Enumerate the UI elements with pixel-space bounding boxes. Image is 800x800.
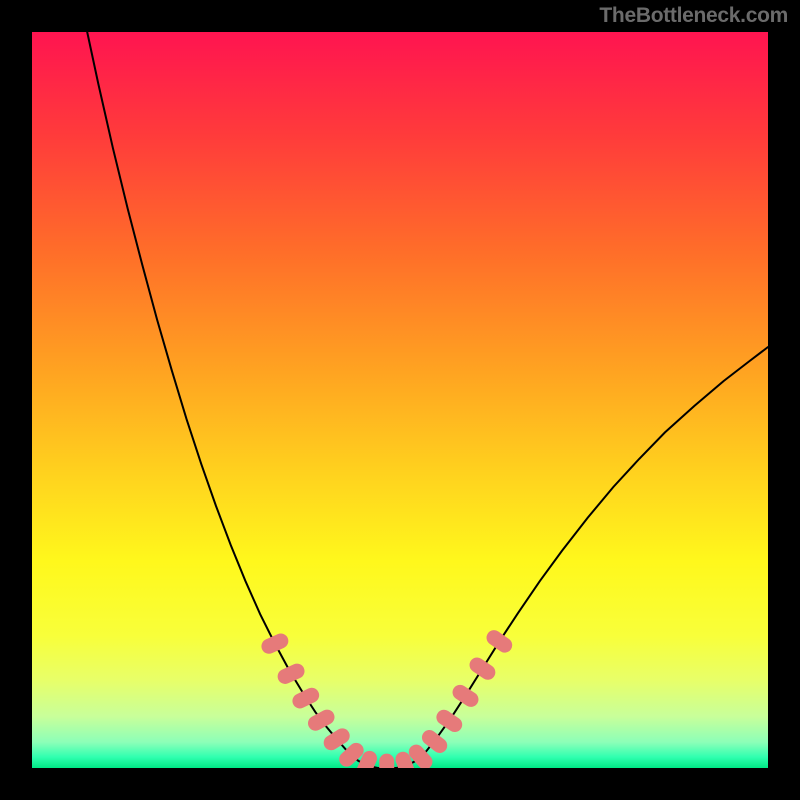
plot-background [32, 32, 768, 768]
watermark-text: TheBottleneck.com [599, 4, 788, 28]
